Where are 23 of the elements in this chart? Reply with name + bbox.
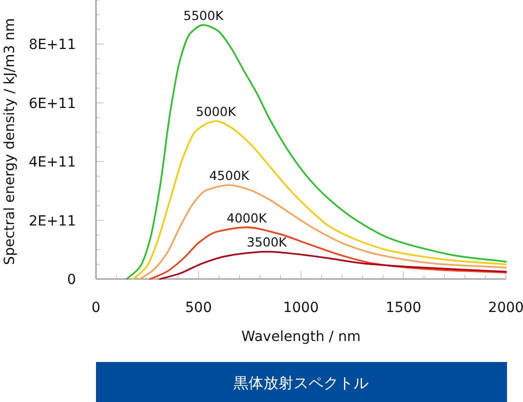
line-series [126, 24, 507, 280]
x-tick-label: 1500 [386, 300, 422, 316]
y-tick-label: 6E+11 [28, 96, 76, 112]
x-tick-label: 2000 [488, 300, 523, 316]
series-label: 3500K [246, 234, 288, 250]
y-tick-label: 8E+11 [28, 37, 76, 54]
series-label: 4500K [209, 168, 250, 184]
x-tick-label: 0 [92, 300, 100, 316]
line-series [139, 184, 507, 280]
y-tick-label: 2E+11 [28, 213, 76, 230]
text: 黒体放射スペクトル [234, 374, 368, 392]
line-series [159, 250, 507, 280]
x-axis-title: Wavelength / nm [241, 329, 361, 345]
y-tick-label: 0 [67, 272, 76, 288]
series-label: 5500K [183, 8, 224, 23]
y-axis-title: Spectral energy density / kJ/m3 nm [2, 18, 18, 265]
series-label: 5000K [196, 104, 237, 119]
y-tick-label: 4E+11 [28, 154, 76, 171]
x-tick-label: 1000 [283, 300, 319, 316]
line-series [132, 120, 507, 280]
series-label: 4000K [226, 210, 268, 226]
line-series [149, 226, 507, 280]
x-tick-label: 500 [185, 300, 212, 316]
